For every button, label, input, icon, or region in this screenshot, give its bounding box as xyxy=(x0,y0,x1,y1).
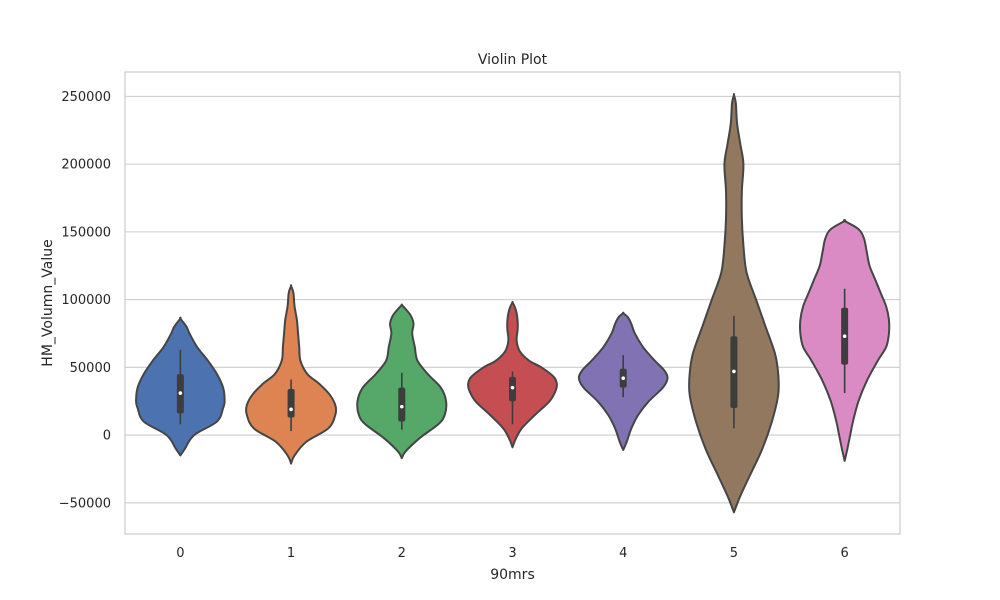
plot-area-frame xyxy=(124,71,901,535)
x-tick-label: 2 xyxy=(398,546,406,561)
x-tick-label: 0 xyxy=(176,546,184,561)
y-tick-label: 200000 xyxy=(61,158,111,173)
x-tick-label: 1 xyxy=(287,546,295,561)
violin-median-3 xyxy=(510,385,515,390)
violin-median-4 xyxy=(621,376,626,380)
y-tick-label: 50000 xyxy=(70,361,111,376)
y-tick-label: 150000 xyxy=(61,225,111,240)
x-tick-label: 6 xyxy=(841,546,849,561)
violins xyxy=(135,93,891,514)
y-tick-label: 0 xyxy=(103,429,111,444)
violin-median-2 xyxy=(399,404,404,409)
violin-median-1 xyxy=(289,407,293,412)
chart-title: Violin Plot xyxy=(478,52,548,68)
y-tick-label: 250000 xyxy=(61,90,111,105)
x-tick-label: 3 xyxy=(508,546,516,561)
x-tick-label: 5 xyxy=(730,546,738,561)
x-tick-label: 4 xyxy=(619,546,627,561)
y-tick-label: −50000 xyxy=(59,496,111,511)
violin-box-1 xyxy=(287,389,295,418)
violin-median-6 xyxy=(842,334,847,338)
y-axis-label: HM_Volumn_Value xyxy=(40,239,56,366)
violin-body-5 xyxy=(688,93,780,514)
violin-body-1 xyxy=(244,284,338,465)
x-tick-labels: 0 1 2 3 4 5 6 xyxy=(176,546,849,561)
violin-median-5 xyxy=(732,369,736,374)
violin-median-0 xyxy=(178,391,183,395)
y-tick-labels: −50000 0 50000 100000 150000 200000 250000 xyxy=(59,90,111,511)
violin-box-2 xyxy=(398,387,406,422)
x-axis-label: 90mrs xyxy=(490,567,535,583)
y-tick-label: 100000 xyxy=(61,293,111,308)
